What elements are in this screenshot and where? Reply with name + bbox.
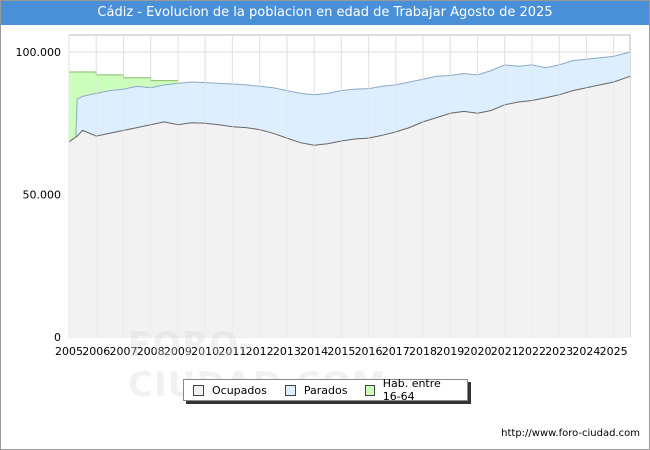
legend-label-parados: Parados [303,383,348,397]
legend-swatch-parados [284,384,296,396]
x-tick-label: 2013 [273,345,301,358]
y-tick-label: 50.000 [23,189,62,202]
x-tick-label: 2007 [109,345,137,358]
y-tick-label: 0 [54,331,61,344]
legend-item-hab: Hab. entre 16-64 [365,377,458,403]
x-tick-label: 2015 [327,345,355,358]
legend-item-parados: Parados [284,383,348,397]
x-tick-label: 2023 [545,345,573,358]
x-tick-label: 2009 [164,345,192,358]
x-tick-label: 2016 [355,345,383,358]
ocupados-area [69,76,630,338]
x-tick-label: 2011 [218,345,246,358]
legend-label-ocupados: Ocupados [212,383,267,397]
legend-swatch-ocupados [193,384,204,396]
x-tick-label: 2014 [300,345,328,358]
x-tick-label: 2024 [572,345,600,358]
legend-label-hab: Hab. entre 16-64 [382,377,441,403]
x-tick-label: 2008 [137,345,165,358]
series-layer [68,35,631,338]
legend: Ocupados Parados Hab. entre 16-64 [183,377,468,403]
source-url: http://www.foro-ciudad.com [501,428,640,439]
chart-title: Cádiz - Evolucion de la poblacion en eda… [1,1,649,25]
axes: 2005 2006 2007 2008 2009 2010 2011 2012 2013 2014… [16,46,628,358]
x-tick-label: 2020 [463,345,491,358]
parados-line [68,51,631,143]
x-tick-label: 2005 [55,345,83,358]
x-tick-label: 2006 [82,345,110,358]
y-tick-label: 100.000 [16,46,62,59]
x-tick-label: 2018 [409,345,437,358]
x-tick-label: 2017 [382,345,410,358]
x-tick-label: 2010 [191,345,219,358]
legend-item-ocupados: Ocupados [193,384,267,397]
x-tick-label: 2019 [436,345,464,358]
legend-swatch-hab [365,384,375,396]
x-tick-label: 2022 [518,345,546,358]
x-tick-label: 2021 [491,345,519,358]
x-tick-label: 2025 [600,345,628,358]
x-tick-label: 2012 [246,345,274,358]
